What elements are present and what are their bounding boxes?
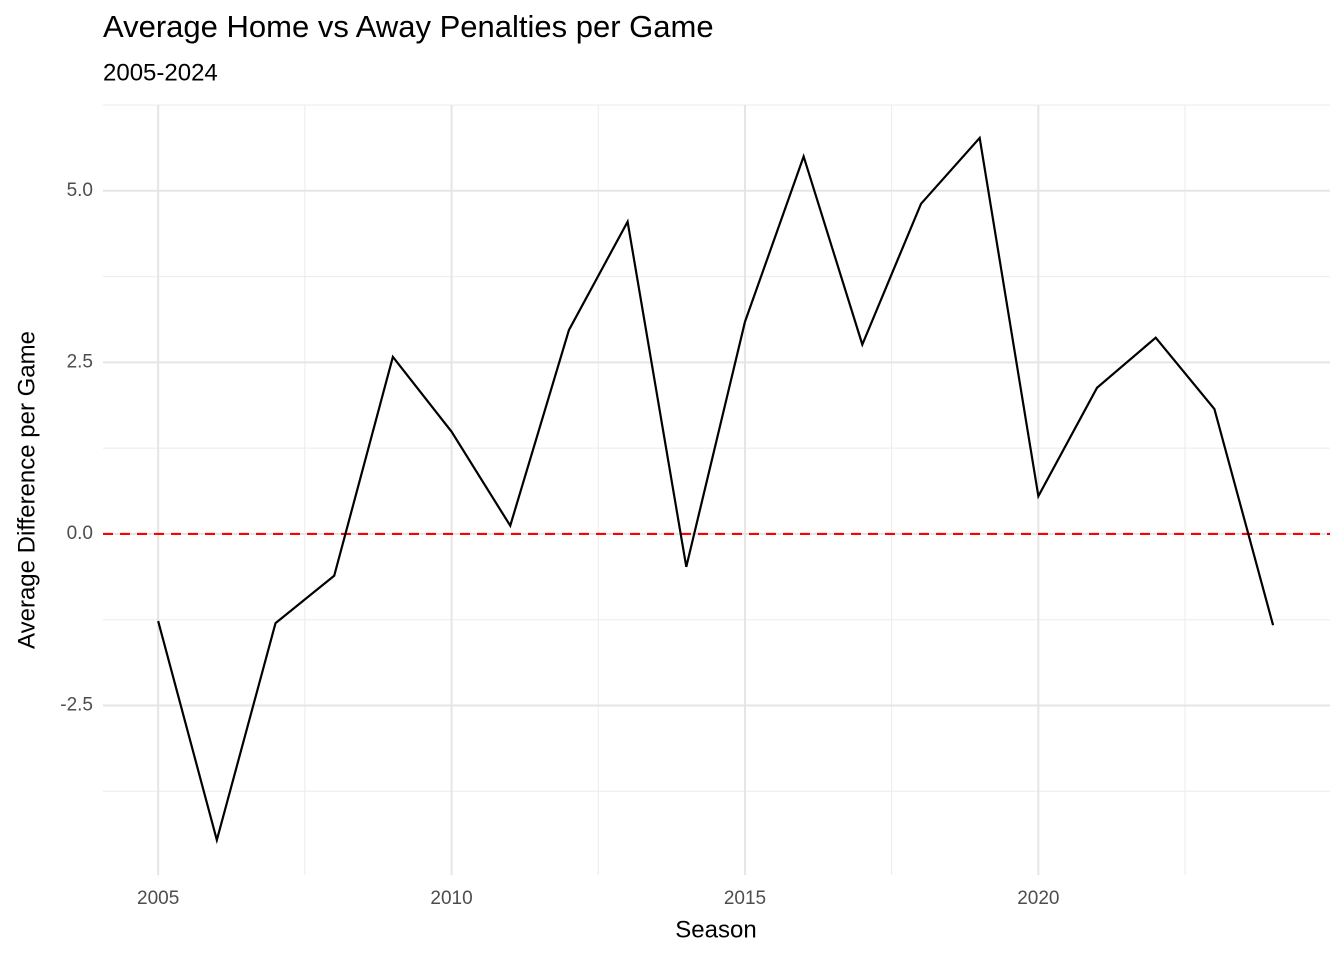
x-tick-label: 2005 — [137, 888, 179, 909]
chart-title: Average Home vs Away Penalties per Game — [103, 9, 714, 44]
x-tick-label: 2010 — [430, 888, 472, 909]
chart-subtitle: 2005-2024 — [103, 59, 218, 86]
y-axis-title: Average Difference per Game — [13, 331, 40, 649]
x-axis-title: Season — [675, 916, 756, 943]
data-line — [157, 135, 1275, 845]
y-tick-label: -2.5 — [60, 695, 93, 716]
x-tick-label: 2020 — [1017, 888, 1059, 909]
x-tick-label: 2015 — [724, 888, 766, 909]
y-tick-label: 5.0 — [67, 180, 93, 201]
y-tick-label: 0.0 — [67, 523, 93, 544]
y-tick-label: 2.5 — [67, 351, 93, 372]
